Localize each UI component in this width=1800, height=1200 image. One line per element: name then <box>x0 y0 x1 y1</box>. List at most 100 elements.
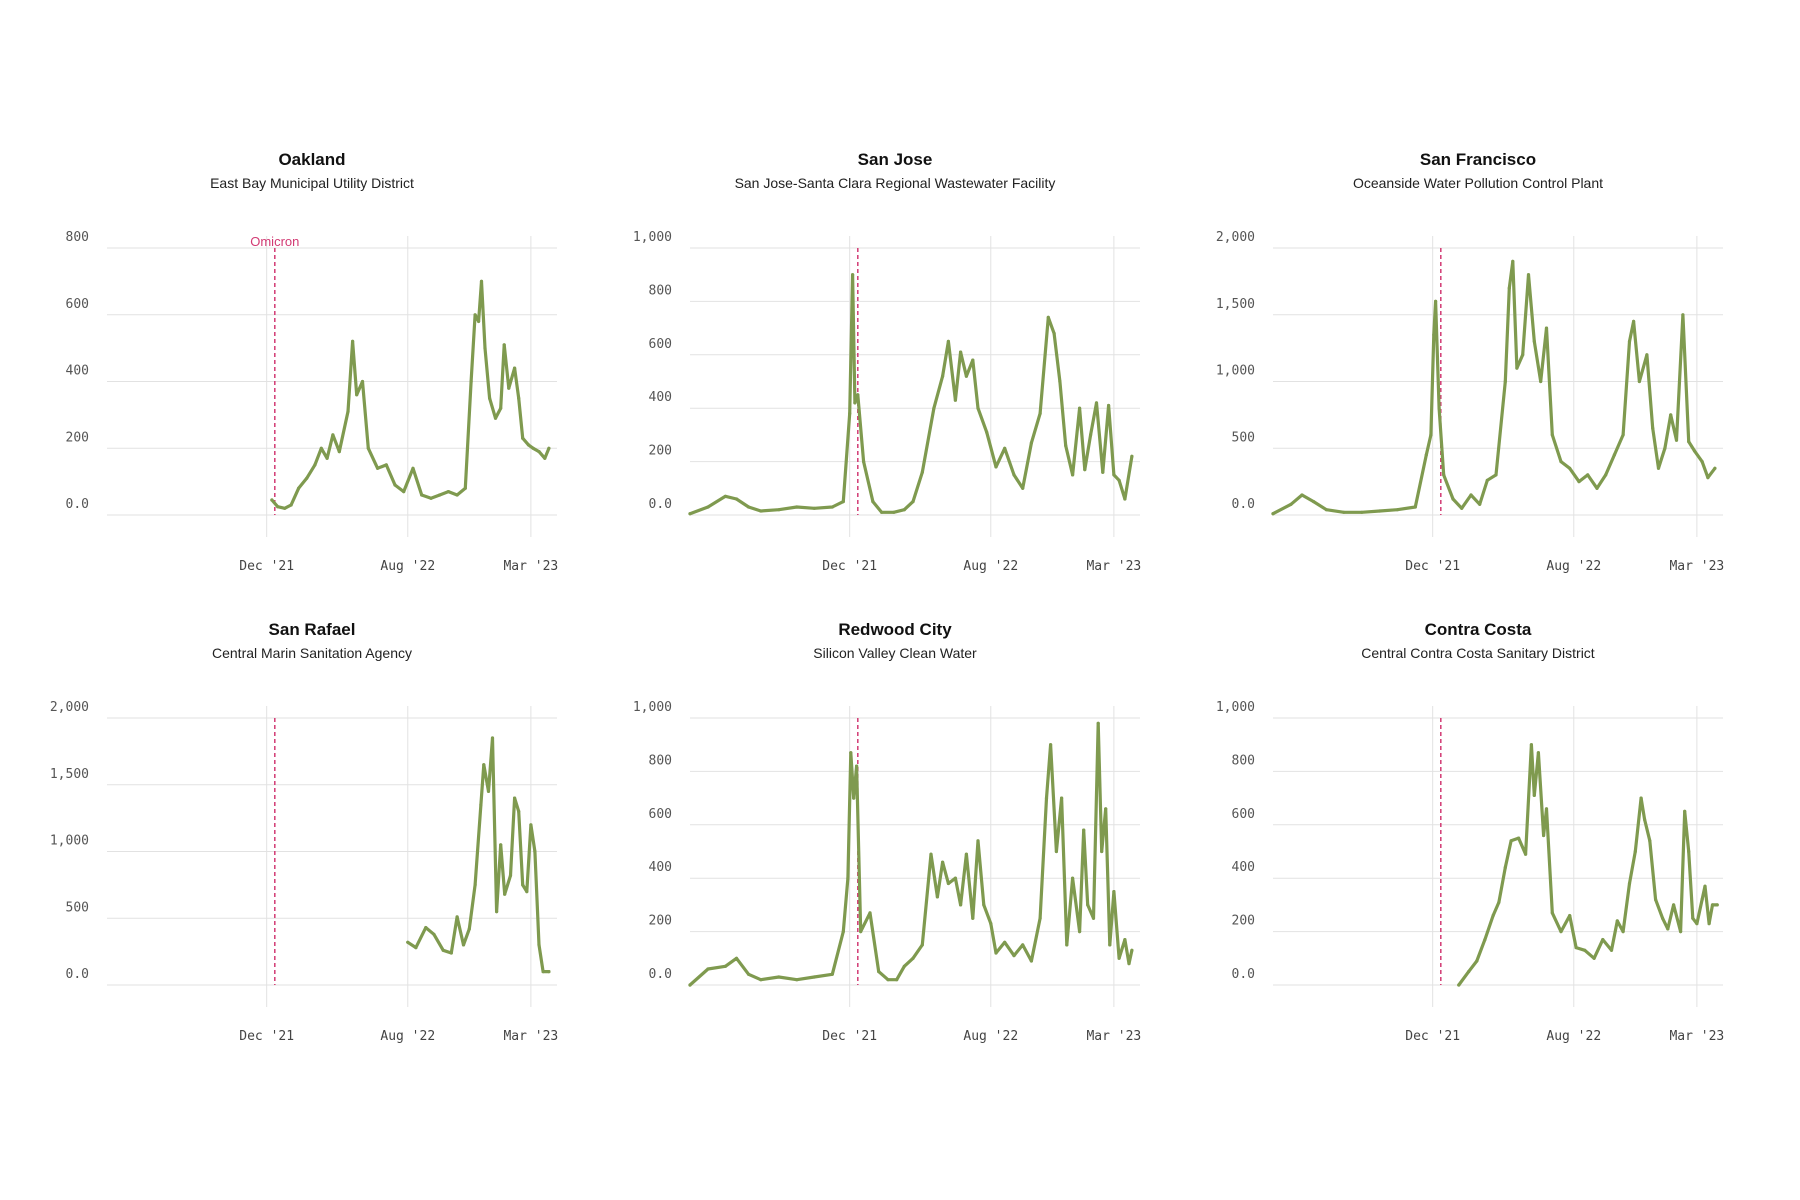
data-point <box>830 505 834 509</box>
data-point <box>1271 512 1275 516</box>
y-tick-label: 0.0 <box>649 967 672 982</box>
x-tick-label: Dec '21 <box>1405 1029 1460 1044</box>
data-point <box>976 839 980 843</box>
data-point <box>270 498 274 502</box>
y-tick-label: 600 <box>649 807 672 822</box>
x-tick-label: Mar '23 <box>1086 1029 1141 1044</box>
data-point <box>1595 486 1599 490</box>
data-point <box>1021 943 1025 947</box>
y-tick-label: 800 <box>1232 753 1255 768</box>
y-tick-label: 400 <box>649 860 672 875</box>
data-point <box>1483 938 1487 942</box>
chart-panel-contra-costa: Contra Costa Central Contra Costa Sanita… <box>1188 620 1768 1090</box>
data-point <box>1457 983 1461 987</box>
data-point <box>469 379 473 384</box>
chart-panel-oakland: Oakland East Bay Municipal Utility Distr… <box>22 150 602 620</box>
data-point <box>1669 413 1673 417</box>
data-point <box>1681 313 1685 317</box>
data-point <box>1078 930 1082 934</box>
chart-title: San Francisco <box>1419 150 1537 169</box>
data-point <box>1413 505 1417 509</box>
data-point <box>525 890 529 894</box>
data-point <box>1469 493 1473 497</box>
series-line <box>688 273 1134 516</box>
data-point <box>346 409 350 414</box>
data-point <box>521 883 525 887</box>
data-point <box>1583 948 1587 952</box>
chart-panel-san-jose: San Jose San Jose-Santa Clara Regional W… <box>605 150 1185 620</box>
data-point <box>777 508 781 512</box>
data-point <box>503 892 507 896</box>
data-point <box>734 956 739 960</box>
data-point <box>467 927 471 931</box>
data-point <box>976 406 980 410</box>
data-point <box>432 932 436 936</box>
data-point <box>911 500 915 504</box>
data-point <box>886 978 890 982</box>
data-point <box>706 967 710 971</box>
data-point <box>1604 473 1608 477</box>
x-tick-label: Dec '21 <box>239 559 294 574</box>
x-tick-label: Aug '22 <box>380 1029 435 1044</box>
y-tick-label: 400 <box>1232 860 1255 875</box>
y-tick-label: 400 <box>649 390 672 405</box>
y-tick-label: 600 <box>1232 807 1255 822</box>
data-point <box>1437 406 1441 410</box>
data-point <box>414 946 418 950</box>
data-point <box>953 876 957 880</box>
data-point <box>1683 809 1687 813</box>
data-point <box>877 970 881 974</box>
data-point <box>853 401 857 405</box>
data-point <box>517 809 521 813</box>
data-point <box>1539 379 1543 384</box>
data-point <box>892 510 896 514</box>
x-tick-label: Dec '21 <box>822 559 877 574</box>
data-point <box>859 930 863 934</box>
omicron-annotation: Omicron <box>250 234 299 249</box>
data-point <box>1532 793 1536 797</box>
data-point <box>1082 828 1086 832</box>
data-point <box>851 273 855 277</box>
data-point <box>508 873 513 878</box>
data-point <box>946 881 950 886</box>
data-point <box>493 416 498 420</box>
data-point <box>495 910 499 914</box>
data-point <box>1130 948 1134 952</box>
data-point <box>723 494 727 498</box>
data-point <box>1661 916 1665 920</box>
data-point <box>902 964 906 968</box>
data-point <box>1627 339 1632 343</box>
data-point <box>1424 453 1428 457</box>
data-point <box>1648 839 1652 843</box>
data-point <box>411 466 415 470</box>
data-point <box>1460 506 1464 510</box>
data-point <box>941 374 945 378</box>
data-point <box>795 978 799 982</box>
data-point <box>989 922 993 926</box>
data-point <box>360 379 365 384</box>
data-point <box>547 446 551 450</box>
series-line <box>1271 259 1717 516</box>
data-point <box>402 490 406 494</box>
data-point <box>1536 751 1540 755</box>
y-tick-label: 500 <box>66 900 89 915</box>
data-point <box>1679 930 1683 934</box>
data-point <box>1100 849 1104 854</box>
data-point <box>1429 433 1433 437</box>
data-point <box>488 396 492 400</box>
chart-title: San Rafael <box>268 620 356 639</box>
data-point <box>946 339 950 343</box>
data-point <box>1656 466 1661 470</box>
data-point <box>406 940 410 944</box>
data-point <box>1108 943 1112 947</box>
data-point <box>1021 486 1025 490</box>
data-point <box>1485 478 1489 482</box>
series-line <box>1457 743 1719 987</box>
data-point <box>1517 836 1521 840</box>
data-point <box>941 860 945 864</box>
data-point <box>1089 433 1093 437</box>
data-point <box>964 852 968 856</box>
data-point <box>855 764 859 768</box>
line-chart-oakland: 0.0 200 400 600 800 Dec '21 Aug '22 Mar '23 Omic… <box>66 230 559 574</box>
data-point <box>541 970 545 974</box>
